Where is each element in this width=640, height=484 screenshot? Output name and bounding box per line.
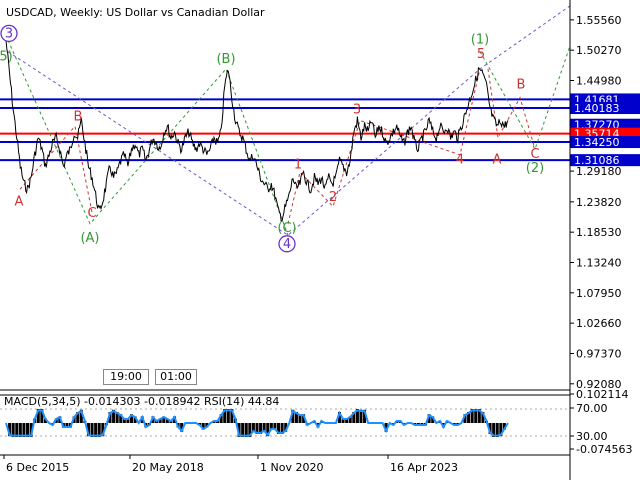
wave-label: 3 bbox=[5, 26, 13, 41]
level-label-bg bbox=[570, 102, 640, 115]
wave-label: (2) bbox=[526, 161, 544, 176]
time-box-1[interactable]: 19:00 bbox=[103, 369, 149, 385]
indicator-title: MACD(5,34,5) -0.014303 -0.018942 RSI(14)… bbox=[4, 395, 279, 408]
y-tick-label: 1.44980 bbox=[576, 75, 622, 88]
price-line-layer bbox=[5, 40, 509, 222]
y-tick-label: 0.92080 bbox=[576, 378, 622, 391]
wave-label: B bbox=[74, 110, 83, 125]
wave-label: 5) bbox=[0, 49, 13, 64]
wave-label: 4 bbox=[456, 153, 464, 168]
wave-label: C bbox=[530, 147, 539, 162]
x-tick-label: 16 Apr 2023 bbox=[390, 461, 458, 474]
level-label-bg bbox=[570, 154, 640, 167]
level-label-bg bbox=[570, 127, 640, 140]
wave-label: B bbox=[517, 77, 526, 92]
wave-label: A bbox=[15, 194, 24, 209]
time-axis: 6 Dec 2015 20 May 2018 1 Nov 2020 16 Apr 20… bbox=[3, 455, 458, 474]
y-tick-label: 1.50270 bbox=[576, 44, 622, 57]
y-tick-label: 1.02660 bbox=[576, 317, 622, 330]
time-box-2[interactable]: 01:00 bbox=[155, 369, 197, 385]
indicator-axis-label: -0.074563 bbox=[576, 443, 632, 456]
x-tick-label: 1 Nov 2020 bbox=[260, 461, 323, 474]
y-tick-label: 1.55560 bbox=[576, 14, 622, 27]
wave-path-brown-abc2 bbox=[487, 68, 536, 150]
horizontal-levels: 1.416811.401831.372701.357141.342501.310… bbox=[0, 93, 640, 167]
wave-label: 2 bbox=[329, 190, 337, 205]
price-axis: 1.55560 1.50270 1.44980 1.29180 1.23820 1.185… bbox=[0, 0, 622, 480]
indicator-axis-label: 30.00 bbox=[576, 430, 608, 443]
indicator-axis-label: 0.102114 bbox=[576, 388, 629, 401]
x-tick-label: 6 Dec 2015 bbox=[6, 461, 69, 474]
wave-path-brown-impulse bbox=[287, 68, 481, 224]
wave-label: (A) bbox=[80, 231, 99, 246]
wave-path-purple bbox=[7, 5, 571, 236]
wave-label-circle bbox=[0, 24, 18, 43]
wave-label: (B) bbox=[216, 52, 235, 67]
wave-label: C bbox=[87, 206, 96, 221]
x-tick-label: 20 May 2018 bbox=[132, 461, 204, 474]
elliott-wave-paths bbox=[7, 5, 571, 236]
wave-label: 3 bbox=[353, 103, 361, 118]
wave-label: 1 bbox=[294, 158, 302, 173]
chart-title: USDCAD, Weekly: US Dollar vs Canadian Do… bbox=[6, 6, 265, 19]
y-tick-label: 1.18530 bbox=[576, 226, 622, 239]
y-tick-label: 1.29180 bbox=[576, 165, 622, 178]
y-tick-label: 1.23820 bbox=[576, 196, 622, 209]
level-label: 1.31086 bbox=[574, 154, 620, 167]
price-series-line bbox=[5, 40, 509, 222]
wave-label: 5 bbox=[477, 47, 485, 62]
wave-label: A bbox=[493, 153, 502, 168]
wave-label: 4 bbox=[283, 237, 291, 252]
wave-label: (1) bbox=[471, 33, 489, 48]
indicator-panel: MACD(5,34,5) -0.014303 -0.018942 RSI(14)… bbox=[0, 388, 632, 456]
indicator-axis-label: 70.00 bbox=[576, 402, 608, 415]
level-label-bg bbox=[570, 136, 640, 149]
wave-label-circle bbox=[278, 235, 296, 253]
y-tick-label: 0.97370 bbox=[576, 347, 622, 360]
level-label: 1.40183 bbox=[574, 102, 620, 115]
wave-label: (C) bbox=[277, 221, 296, 236]
wave-path-green-projection bbox=[479, 45, 571, 151]
y-tick-label: 1.13240 bbox=[576, 256, 622, 269]
level-label: 1.34250 bbox=[574, 136, 620, 149]
rsi-line bbox=[5, 409, 509, 437]
y-tick-label: 1.07950 bbox=[576, 287, 622, 300]
level-label-bg bbox=[570, 118, 640, 131]
